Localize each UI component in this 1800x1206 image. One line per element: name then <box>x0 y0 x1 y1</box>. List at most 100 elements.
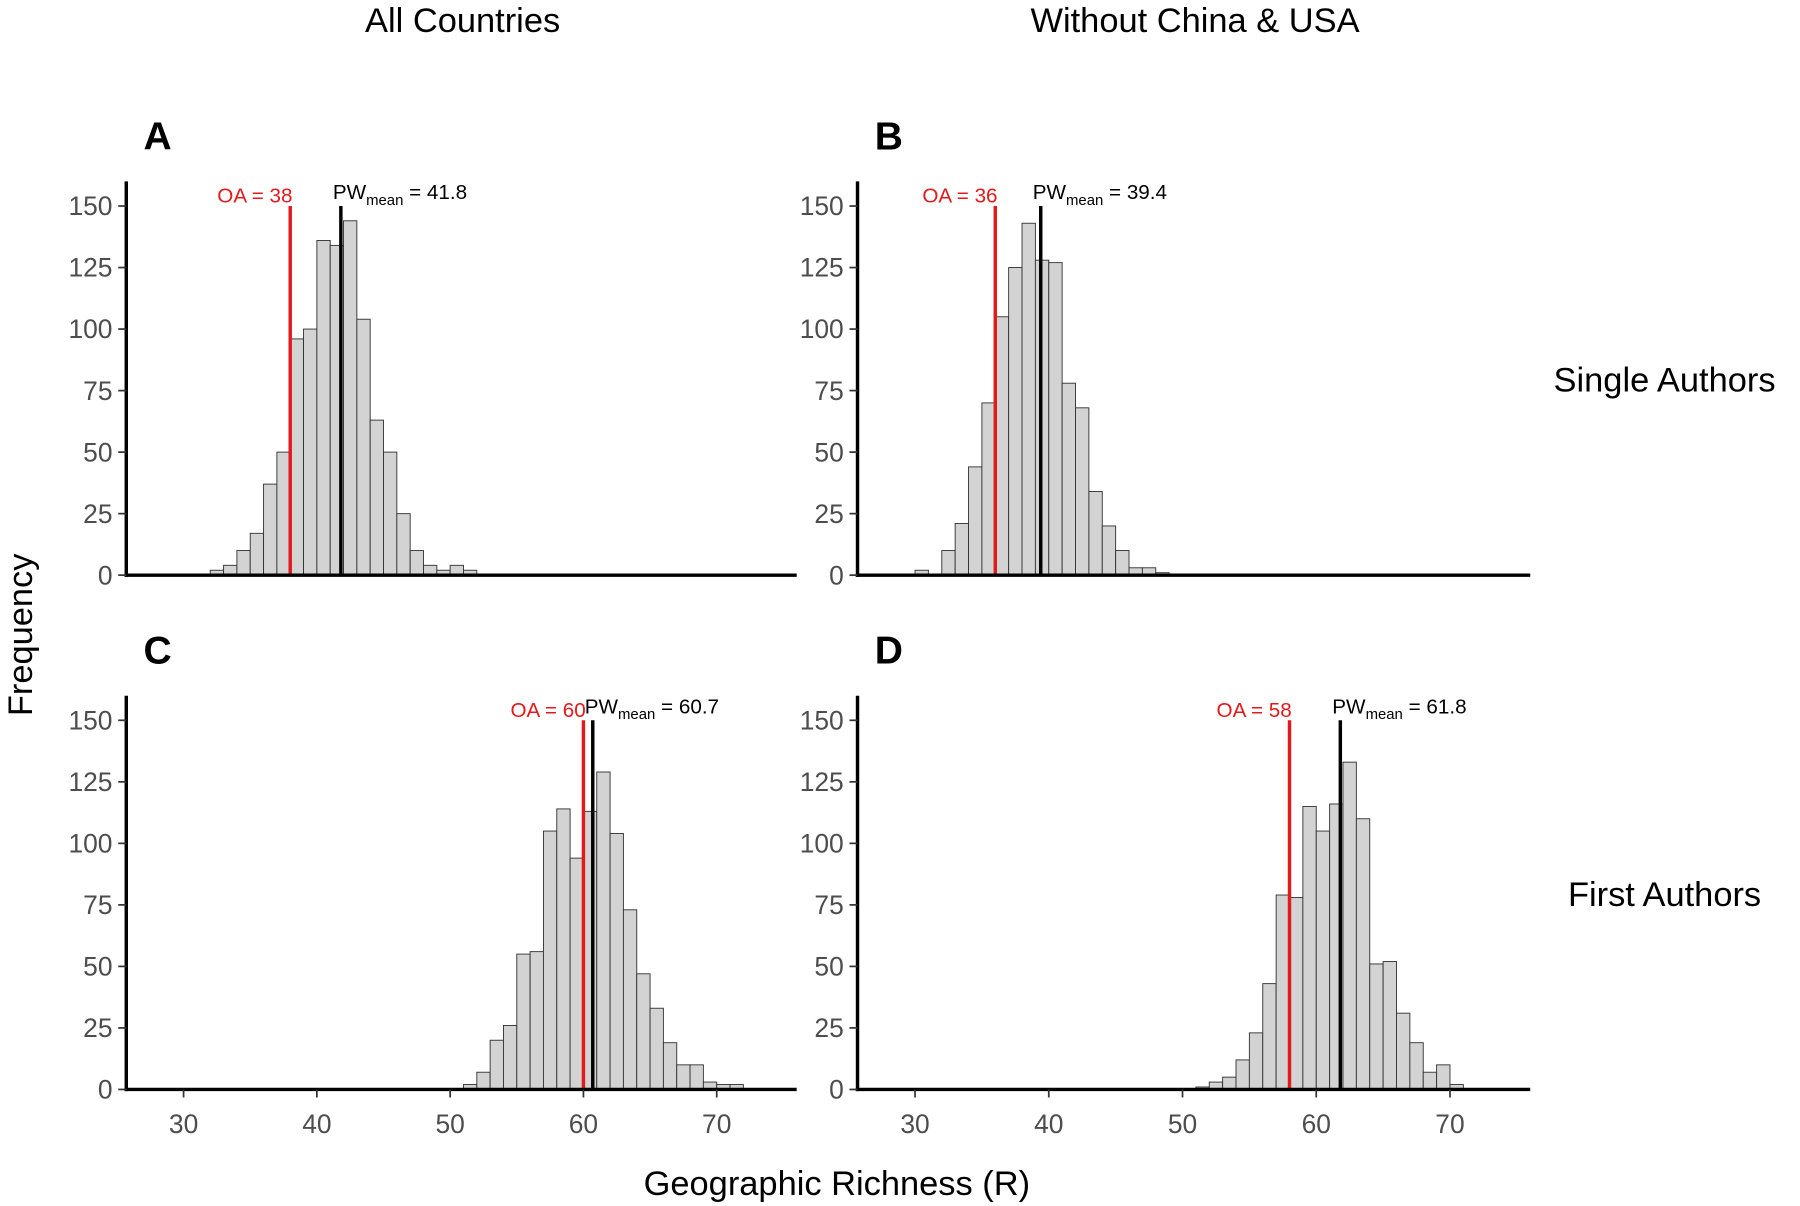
bar <box>1075 407 1090 576</box>
bar <box>941 550 956 576</box>
reference-label: PWmean = 41.8 <box>333 181 467 209</box>
bar <box>1275 894 1290 1090</box>
x-tick-label: 40 <box>1034 1109 1063 1139</box>
bar <box>409 550 424 576</box>
reference-label: PWmean = 60.7 <box>585 695 719 723</box>
bar <box>542 830 558 1090</box>
reference-label: PWmean = 39.4 <box>1033 181 1167 209</box>
bar <box>369 419 384 576</box>
column-title: All Countries <box>365 2 560 40</box>
bar <box>263 483 278 576</box>
bar <box>1248 1032 1264 1090</box>
y-tick-label: 150 <box>68 191 112 221</box>
y-tick-label: 75 <box>814 376 843 406</box>
y-tick-label: 100 <box>68 314 112 344</box>
bar <box>981 402 996 576</box>
column-title: Without China & USA <box>1030 2 1359 40</box>
y-tick-label: 25 <box>814 499 843 529</box>
bar <box>303 328 318 576</box>
bar <box>609 833 624 1090</box>
bar <box>649 1007 664 1090</box>
y-tick-label: 25 <box>83 1013 112 1043</box>
y-tick-label: 25 <box>83 499 112 529</box>
bar <box>236 550 251 576</box>
x-tick-label: 70 <box>1435 1109 1464 1139</box>
label-main: PW <box>1033 181 1067 204</box>
bar <box>516 953 531 1090</box>
bar <box>1355 818 1371 1090</box>
y-tick-label: 150 <box>800 191 844 221</box>
label-main: PW <box>333 181 367 204</box>
bar <box>1422 1071 1438 1090</box>
y-tick-label: 150 <box>800 705 844 735</box>
bar <box>968 466 983 576</box>
bar <box>689 1064 704 1090</box>
bar <box>1315 830 1331 1090</box>
bar <box>249 532 265 576</box>
x-tick-label: 60 <box>569 1109 598 1139</box>
bar <box>289 338 304 576</box>
label-main: PW <box>585 695 619 718</box>
panel-label: B <box>875 115 903 158</box>
bar <box>1369 963 1384 1090</box>
y-axis-label: Frequency <box>2 553 40 716</box>
y-tick-label: 0 <box>829 1075 844 1105</box>
reference-label: OA = 60 <box>510 699 585 722</box>
reference-label: OA = 58 <box>1217 699 1292 722</box>
bar <box>356 318 371 576</box>
bar <box>662 1042 678 1090</box>
label-sub: mean <box>1066 192 1103 209</box>
reference-label: OA = 38 <box>217 185 292 208</box>
bar <box>556 808 571 1090</box>
bar <box>1436 1064 1451 1090</box>
label-sub: mean <box>618 706 655 723</box>
label-tail: = 60.7 <box>655 695 719 718</box>
bar <box>569 857 584 1090</box>
bar <box>1396 1012 1411 1090</box>
bar <box>343 220 358 576</box>
label-tail: = 39.4 <box>1103 181 1167 204</box>
row-label: First Authors <box>1568 876 1761 914</box>
bar <box>676 1064 691 1090</box>
y-tick-label: 75 <box>83 890 112 920</box>
x-tick-label: 30 <box>900 1109 929 1139</box>
bar <box>622 909 638 1090</box>
y-tick-label: 125 <box>800 253 844 283</box>
reference-label: OA = 36 <box>922 185 997 208</box>
y-tick-label: 75 <box>83 376 112 406</box>
bar <box>1061 382 1076 576</box>
y-tick-label: 25 <box>814 1013 843 1043</box>
bar <box>1088 491 1103 576</box>
y-tick-label: 125 <box>800 767 844 797</box>
bar <box>1235 1059 1250 1090</box>
label-sub: mean <box>366 192 403 209</box>
x-tick-label: 50 <box>1168 1109 1197 1139</box>
y-tick-label: 0 <box>829 560 844 590</box>
bar <box>476 1071 491 1090</box>
panel-label: D <box>875 630 903 673</box>
x-tick-label: 40 <box>302 1109 331 1139</box>
bar <box>1222 1076 1237 1090</box>
y-tick-label: 50 <box>83 952 112 982</box>
bar <box>1382 961 1397 1090</box>
x-axis-label: Geographic Richness (R) <box>644 1165 1030 1203</box>
bar <box>489 1039 504 1090</box>
y-tick-label: 100 <box>800 829 844 859</box>
y-tick-label: 100 <box>68 829 112 859</box>
bar <box>596 771 611 1090</box>
x-tick-label: 70 <box>702 1109 731 1139</box>
reference-label: PWmean = 61.8 <box>1332 695 1466 723</box>
bar <box>1409 1042 1424 1090</box>
panel-label: C <box>143 630 171 673</box>
y-tick-label: 0 <box>98 560 113 590</box>
bar <box>529 951 544 1090</box>
label-main: PW <box>1332 695 1366 718</box>
x-tick-label: 30 <box>169 1109 198 1139</box>
bar <box>636 973 651 1090</box>
bar <box>582 810 598 1090</box>
label-sub: mean <box>1366 706 1403 723</box>
bar <box>994 316 1010 576</box>
bar <box>954 523 969 576</box>
bar <box>1342 761 1357 1090</box>
